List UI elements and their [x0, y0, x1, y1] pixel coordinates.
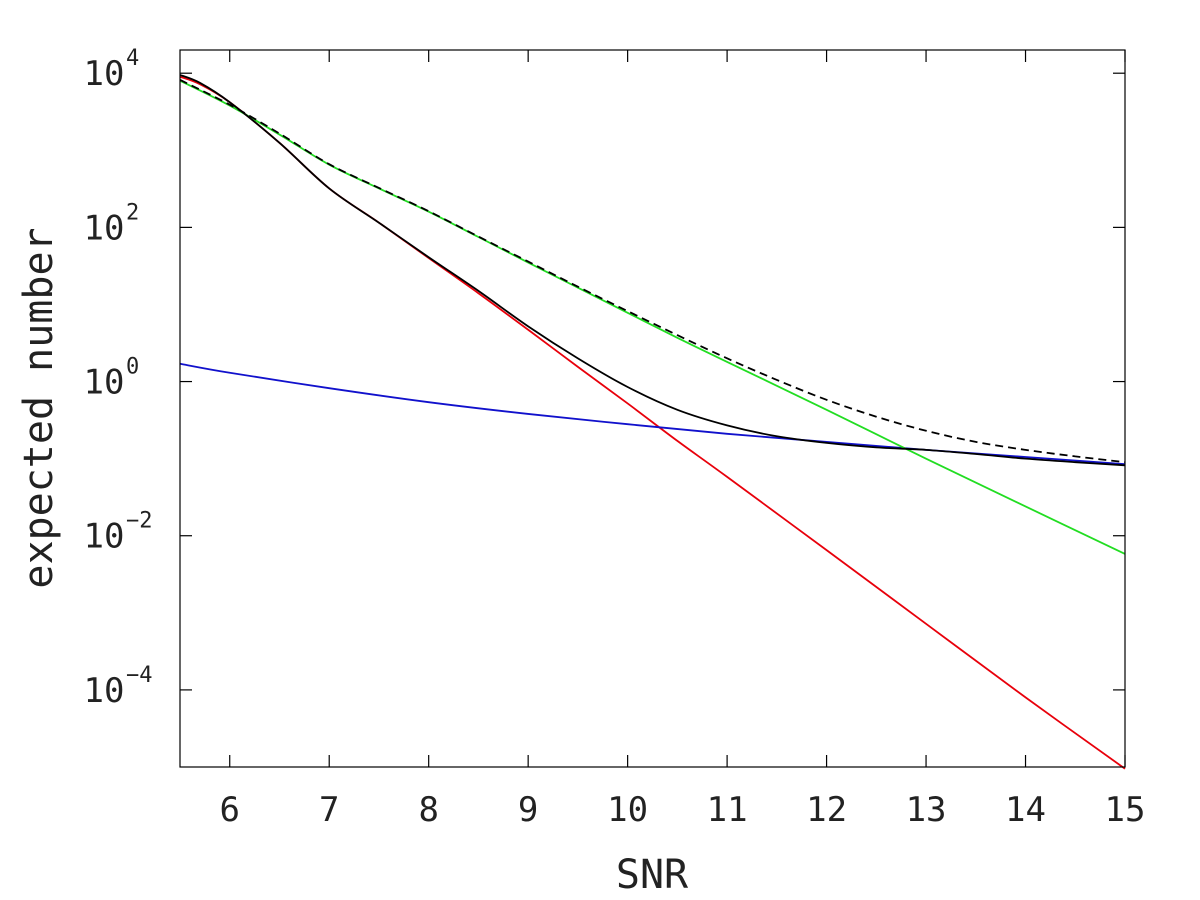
y-tick-label-exponent: −4: [126, 663, 153, 688]
series-line-2: [179, 362, 1126, 465]
y-axis-label: expected number: [16, 227, 62, 588]
y-tick-label-base: 10: [84, 54, 125, 94]
y-tick-label-exponent: 0: [126, 355, 139, 380]
series-line-4: [179, 79, 1126, 464]
y-tick-label-base: 10: [84, 517, 125, 557]
x-tick-label-6: 6: [219, 790, 239, 830]
x-tick-label-7: 7: [319, 790, 339, 830]
series-line-5: [179, 74, 1126, 467]
y-tick-label-base: 10: [84, 363, 125, 403]
x-axis-label: SNR: [616, 852, 689, 898]
x-tick-label-12: 12: [806, 790, 847, 830]
y-tick-label-base: 10: [84, 671, 125, 711]
x-tick-label-11: 11: [707, 790, 748, 830]
series-line-1: [179, 75, 1126, 770]
x-tick-label-8: 8: [418, 790, 438, 830]
ticks-layer: [180, 50, 1126, 767]
y-tick-label-base: 10: [84, 208, 125, 248]
x-tick-label-13: 13: [906, 790, 947, 830]
y-tick-label-exponent: −2: [126, 509, 153, 534]
series-layer: [179, 74, 1126, 770]
y-tick-label-exponent: 2: [126, 200, 139, 225]
series-line-3: [179, 79, 1126, 555]
x-tick-label-14: 14: [1005, 790, 1046, 830]
x-tick-label-10: 10: [607, 790, 648, 830]
plot-frame: [179, 49, 1126, 768]
x-tick-label-9: 9: [518, 790, 538, 830]
y-tick-label-exponent: 4: [126, 46, 139, 71]
x-tick-label-15: 15: [1105, 790, 1146, 830]
